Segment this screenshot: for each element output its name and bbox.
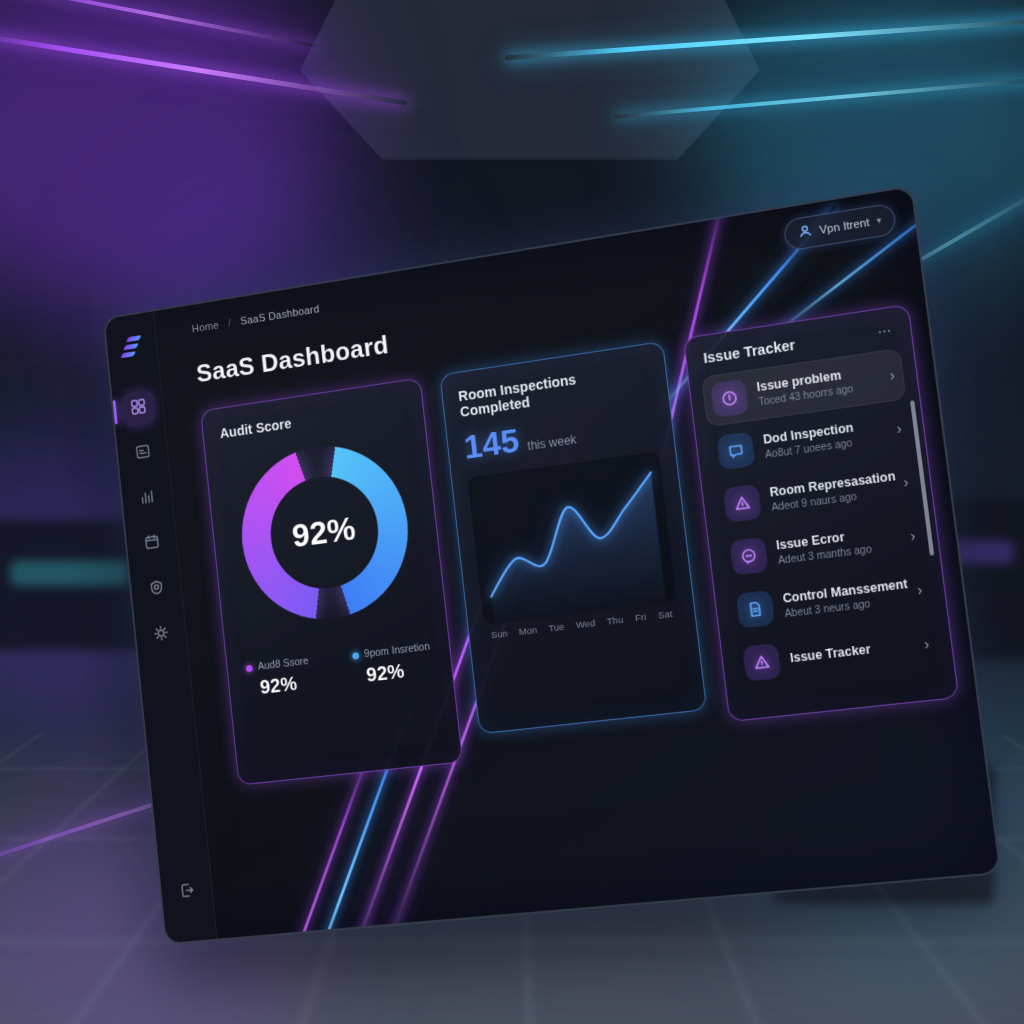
sidebar-item-calendar[interactable] xyxy=(134,525,169,563)
chevron-right-icon: › xyxy=(889,367,896,384)
audit-score-card: Audit Score 92% Aud8 Ssore 92% 9pom Insr… xyxy=(200,377,463,785)
chevron-right-icon: › xyxy=(923,635,930,652)
calendar-icon xyxy=(143,532,161,556)
logout-icon xyxy=(177,880,196,904)
grid-icon xyxy=(129,397,147,421)
legend-label: 9pom Insretion xyxy=(364,641,431,661)
bar-chart-icon xyxy=(138,487,156,511)
legend-dot-purple xyxy=(246,664,253,672)
sidebar-item-analytics[interactable] xyxy=(130,480,165,518)
chevron-right-icon: › xyxy=(916,581,923,598)
day-label: Wed xyxy=(575,618,595,631)
legend-dot-blue xyxy=(352,652,359,660)
inspections-value: 145 xyxy=(462,422,521,468)
audit-card-title: Audit Score xyxy=(219,399,406,442)
user-icon xyxy=(797,223,814,242)
inspections-caption: this week xyxy=(527,432,578,453)
chevron-right-icon: › xyxy=(902,473,909,490)
chat-bubble-icon xyxy=(717,431,756,470)
breadcrumb-current: SaaS Dashboard xyxy=(240,304,320,328)
alert-circle-icon xyxy=(711,379,750,418)
issue-list: Issue problem Toced 43 hoorrs ago › Dod … xyxy=(702,348,942,691)
issue-title: Issue Tracker xyxy=(789,637,914,665)
day-label: Sun xyxy=(491,629,509,642)
day-label: Mon xyxy=(518,625,537,638)
issues-card-title: Issue Tracker xyxy=(702,337,796,367)
breadcrumb-home[interactable]: Home xyxy=(191,320,219,336)
sidebar-item-security[interactable] xyxy=(139,570,175,608)
cards-row: Audit Score 92% Aud8 Ssore 92% 9pom Insr… xyxy=(200,304,961,786)
sidebar-item-reports[interactable] xyxy=(125,434,160,472)
day-label: Fri xyxy=(634,612,646,624)
legend-value: 92% xyxy=(259,672,312,700)
document-icon xyxy=(736,590,775,629)
breadcrumb-separator: / xyxy=(228,318,232,330)
report-icon xyxy=(134,442,152,466)
inspections-card: Room Inspections Completed 145 this week xyxy=(439,341,707,734)
warning-triangle-icon xyxy=(743,643,782,682)
sidebar-item-settings[interactable] xyxy=(143,616,179,654)
legend-value: 92% xyxy=(365,657,433,687)
audit-legend: Aud8 Ssore 92% 9pom Insretion 92% xyxy=(244,641,436,702)
breadcrumb: Home / SaaS Dashboard xyxy=(191,304,320,336)
chevron-right-icon: › xyxy=(896,420,903,437)
console-screen xyxy=(10,560,130,586)
legend-label: Aud8 Ssore xyxy=(257,655,309,673)
chevron-down-icon: ▾ xyxy=(876,215,882,227)
day-label: Tue xyxy=(548,622,565,635)
audit-donut-chart: 92% xyxy=(233,435,416,629)
dashboard-panel: Home / SaaS Dashboard Vpn Itrent ▾ SaaS … xyxy=(103,185,1002,945)
day-label: Thu xyxy=(606,615,624,628)
sidebar-item-dashboard[interactable] xyxy=(121,389,156,428)
chevron-right-icon: › xyxy=(909,527,916,544)
overflow-menu-icon[interactable]: ⋯ xyxy=(877,322,895,341)
comment-circle-icon xyxy=(730,537,769,576)
app-logo xyxy=(119,334,144,362)
settings-gear-icon xyxy=(152,623,170,647)
legend-item-audit: Aud8 Ssore 92% xyxy=(245,655,312,701)
inspections-line-chart xyxy=(467,451,677,625)
user-menu-button[interactable]: Vpn Itrent ▾ xyxy=(782,203,897,252)
chart-area-fill xyxy=(480,473,666,625)
legend-item-room: 9pom Insretion 92% xyxy=(351,641,433,689)
sidebar-item-logout[interactable] xyxy=(169,873,205,911)
audit-donut-value: 92% xyxy=(233,435,416,629)
warning-triangle-icon xyxy=(723,484,762,523)
user-menu-label: Vpn Itrent xyxy=(819,216,870,236)
page-title: SaaS Dashboard xyxy=(195,330,390,389)
day-label: Sat xyxy=(657,609,673,622)
issue-tracker-card: Issue Tracker ⋯ Issue problem Toced 43 h… xyxy=(683,304,959,722)
shield-icon xyxy=(147,578,165,602)
line-chart-svg xyxy=(470,455,675,625)
